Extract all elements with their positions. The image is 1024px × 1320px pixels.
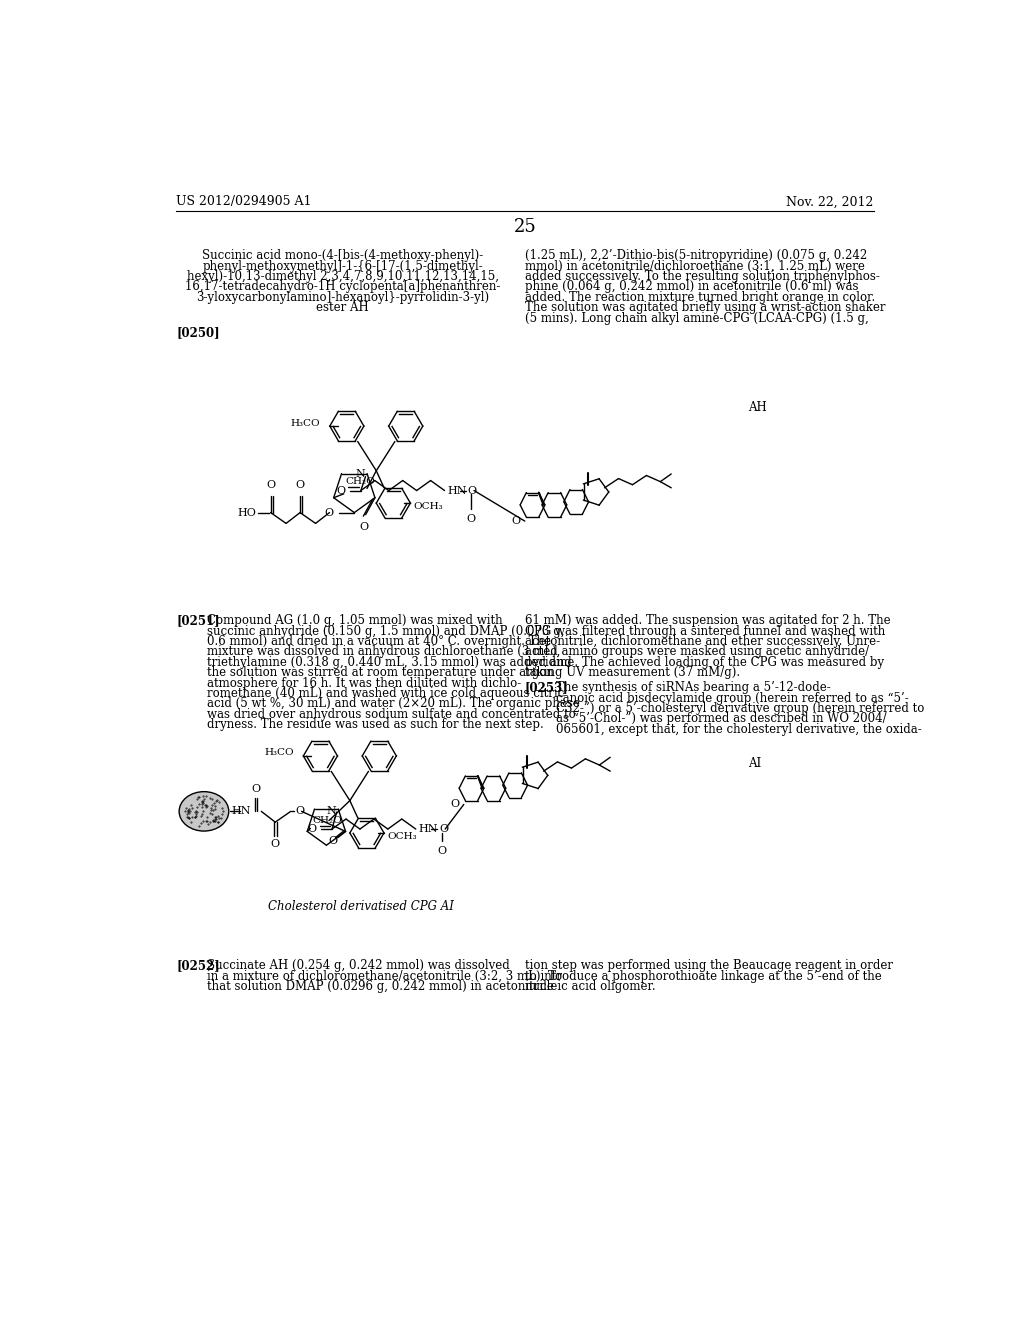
Text: the solution was stirred at room temperature under argon: the solution was stirred at room tempera… [207,667,554,680]
Text: O: O [270,840,280,849]
Text: atmosphere for 16 h. It was then diluted with dichlo-: atmosphere for 16 h. It was then diluted… [207,677,521,689]
Text: 0.6 mmol) and dried in a vacuum at 40° C. overnight. The: 0.6 mmol) and dried in a vacuum at 40° C… [207,635,551,648]
Text: O: O [359,523,369,532]
Text: AH: AH [748,401,767,414]
Text: canoic acid bisdecylamide group (herein referred to as “5’-: canoic acid bisdecylamide group (herein … [556,692,908,705]
Text: [0252]: [0252] [176,960,220,973]
Text: mmol) in acetonitrile/dichloroethane (3:1, 1.25 mL) were: mmol) in acetonitrile/dichloroethane (3:… [524,260,864,273]
Text: CH₂O: CH₂O [345,477,375,486]
Text: phine (0.064 g, 0.242 mmol) in acetonitrile (0.6 ml) was: phine (0.064 g, 0.242 mmol) in acetonitr… [524,280,858,293]
Text: The synthesis of siRNAs bearing a 5’-12-dode-: The synthesis of siRNAs bearing a 5’-12-… [556,681,830,694]
Text: CH₂O: CH₂O [312,816,342,825]
Text: HN: HN [447,486,467,495]
Text: romethane (40 mL) and washed with ice cold aqueous citric: romethane (40 mL) and washed with ice co… [207,686,564,700]
Text: [0253]: [0253] [524,681,568,694]
Text: 25: 25 [513,218,537,236]
Text: was dried over anhydrous sodium sulfate and concentrated to: was dried over anhydrous sodium sulfate … [207,708,575,721]
Text: 3-yloxycarbonylamino]-hexanoyl}-pyrrolidin-3-yl): 3-yloxycarbonylamino]-hexanoyl}-pyrrolid… [197,290,489,304]
Text: O: O [468,486,477,495]
Text: hexyl)-10,13-dimethyl 2,3,4,7,8,9,10,11,12,13,14,15,: hexyl)-10,13-dimethyl 2,3,4,7,8,9,10,11,… [186,271,499,282]
Text: 61 mM) was added. The suspension was agitated for 2 h. The: 61 mM) was added. The suspension was agi… [524,614,891,627]
Text: 16,17-tetradecahydro-1H cyclopenta[a]phenanthren-: 16,17-tetradecahydro-1H cyclopenta[a]phe… [185,280,501,293]
Text: HN: HN [419,824,438,834]
Text: pyridine. The achieved loading of the CPG was measured by: pyridine. The achieved loading of the CP… [524,656,884,669]
Text: acted amino groups were masked using acetic anhydride/: acted amino groups were masked using ace… [524,645,869,659]
Text: AI: AI [748,758,761,771]
Text: N: N [327,805,337,816]
Ellipse shape [179,792,228,832]
Text: nucleic acid oligomer.: nucleic acid oligomer. [524,979,655,993]
Text: Cholesterol derivatised CPG AI: Cholesterol derivatised CPG AI [267,900,454,913]
Text: tion step was performed using the Beaucage reagent in order: tion step was performed using the Beauca… [524,960,893,973]
Text: US 2012/0294905 A1: US 2012/0294905 A1 [176,195,311,209]
Text: CPG was filtered through a sintered funnel and washed with: CPG was filtered through a sintered funn… [524,624,885,638]
Text: acid (5 wt %, 30 mL) and water (2×20 mL). The organic phase: acid (5 wt %, 30 mL) and water (2×20 mL)… [207,697,580,710]
Text: acetonitrile, dichloromethane and ether successively. Unre-: acetonitrile, dichloromethane and ether … [524,635,880,648]
Text: O: O [307,824,316,834]
Text: HN: HN [231,807,251,816]
Text: O: O [295,807,304,816]
Text: O: O [466,513,475,524]
Text: triethylamine (0.318 g, 0.440 mL, 3.15 mmol) was added and: triethylamine (0.318 g, 0.440 mL, 3.15 m… [207,656,571,669]
Text: O: O [450,800,459,809]
Text: succinic anhydride (0.150 g, 1.5 mmol) and DMAP (0.073 g,: succinic anhydride (0.150 g, 1.5 mmol) a… [207,624,564,638]
Text: (1.25 mL), 2,2’-Dithio-bis(5-nitropyridine) (0.075 g, 0.242: (1.25 mL), 2,2’-Dithio-bis(5-nitropyridi… [524,249,867,263]
Text: [0251]: [0251] [176,614,220,627]
Text: O: O [329,836,338,846]
Text: C32-”) or a 5’-cholesteryl derivative group (herein referred to: C32-”) or a 5’-cholesteryl derivative gr… [556,702,925,715]
Text: Nov. 22, 2012: Nov. 22, 2012 [786,195,873,209]
Text: O: O [437,846,446,855]
Text: mixture was dissolved in anhydrous dichloroethane (3 mL),: mixture was dissolved in anhydrous dichl… [207,645,560,659]
Text: added. The reaction mixture turned bright orange in color.: added. The reaction mixture turned brigh… [524,290,876,304]
Text: [0250]: [0250] [176,326,220,339]
Text: (5 mins). Long chain alkyl amine-CPG (LCAA-CPG) (1.5 g,: (5 mins). Long chain alkyl amine-CPG (LC… [524,312,868,325]
Text: O: O [511,516,520,527]
Text: H₃CO: H₃CO [291,418,321,428]
Text: O: O [325,508,334,517]
Text: ester AH: ester AH [316,301,369,314]
Text: The solution was agitated briefly using a wrist-action shaker: The solution was agitated briefly using … [524,301,886,314]
Text: OCH₃: OCH₃ [414,502,443,511]
Text: to introduce a phosphorothioate linkage at the 5’-end of the: to introduce a phosphorothioate linkage … [524,970,882,982]
Text: O: O [251,784,260,795]
Text: N: N [355,470,366,479]
Text: Succinic acid mono-(4-[bis-(4-methoxy-phenyl)-: Succinic acid mono-(4-[bis-(4-methoxy-ph… [202,249,483,263]
Text: O: O [439,824,449,834]
Text: Compound AG (1.0 g, 1.05 mmol) was mixed with: Compound AG (1.0 g, 1.05 mmol) was mixed… [207,614,503,627]
Text: HO: HO [238,508,257,517]
Text: O: O [296,479,304,490]
Text: added successively. To the resulting solution triphenylphos-: added successively. To the resulting sol… [524,271,880,282]
Text: Succinate AH (0.254 g, 0.242 mmol) was dissolved: Succinate AH (0.254 g, 0.242 mmol) was d… [207,960,510,973]
Text: dryness. The residue was used as such for the next step.: dryness. The residue was used as such fo… [207,718,544,731]
Text: that solution DMAP (0.0296 g, 0.242 mmol) in acetonitrile: that solution DMAP (0.0296 g, 0.242 mmol… [207,979,554,993]
Text: H₃CO: H₃CO [264,748,294,758]
Text: 065601, except that, for the cholesteryl derivative, the oxida-: 065601, except that, for the cholesteryl… [556,723,922,735]
Text: as “5’-Chol-”) was performed as described in WO 2004/: as “5’-Chol-”) was performed as describe… [556,713,887,726]
Text: O: O [336,486,345,495]
Text: OCH₃: OCH₃ [387,832,417,841]
Text: taking UV measurement (37 mM/g).: taking UV measurement (37 mM/g). [524,667,740,680]
Text: phenyl-methoxymethyl]-1-{6-[17-(1,5-dimethyl-: phenyl-methoxymethyl]-1-{6-[17-(1,5-dime… [203,260,483,273]
Text: in a mixture of dichloromethane/acetonitrile (3:2, 3 mL). To: in a mixture of dichloromethane/acetonit… [207,970,562,982]
Text: O: O [266,479,275,490]
